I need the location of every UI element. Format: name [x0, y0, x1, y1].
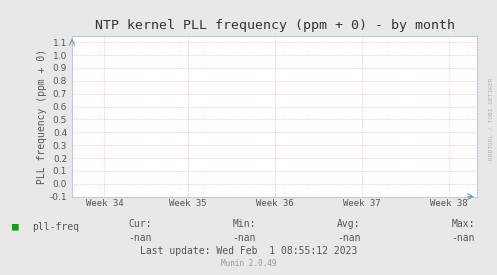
- Text: Max:: Max:: [451, 219, 475, 229]
- Text: -nan: -nan: [128, 233, 152, 243]
- Text: Min:: Min:: [233, 219, 256, 229]
- Text: Munin 2.0.49: Munin 2.0.49: [221, 259, 276, 268]
- Text: Avg:: Avg:: [337, 219, 360, 229]
- Y-axis label: PLL frequency (ppm + 0): PLL frequency (ppm + 0): [37, 49, 47, 184]
- Text: -nan: -nan: [337, 233, 360, 243]
- Text: Last update: Wed Feb  1 08:55:12 2023: Last update: Wed Feb 1 08:55:12 2023: [140, 246, 357, 256]
- Text: pll-freq: pll-freq: [32, 222, 80, 232]
- Text: RRDTOOL / TOBI OETIKER: RRDTOOL / TOBI OETIKER: [489, 77, 494, 160]
- Title: NTP kernel PLL frequency (ppm + 0) - by month: NTP kernel PLL frequency (ppm + 0) - by …: [94, 19, 455, 32]
- Text: -nan: -nan: [451, 233, 475, 243]
- Text: Cur:: Cur:: [128, 219, 152, 229]
- Text: -nan: -nan: [233, 233, 256, 243]
- Text: ■: ■: [12, 222, 19, 232]
